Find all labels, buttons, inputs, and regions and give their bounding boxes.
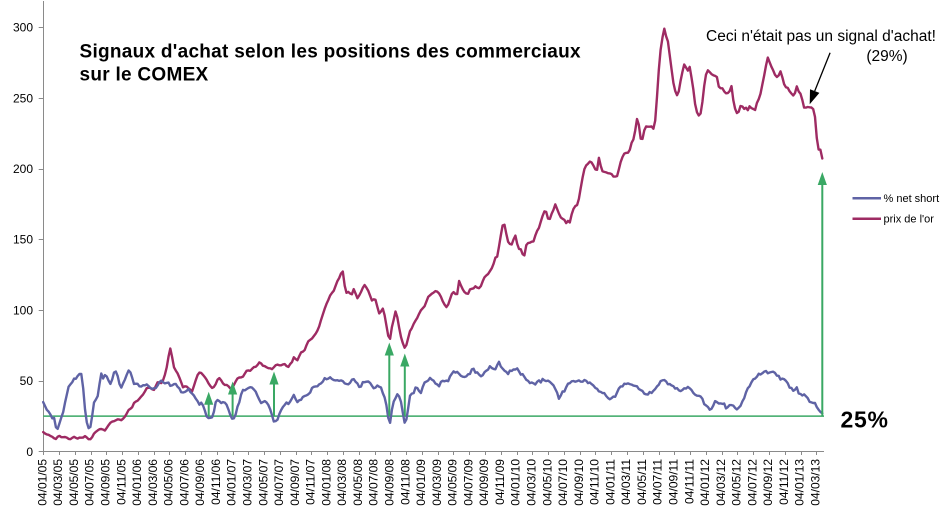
svg-text:Signaux d'achat selon les posi: Signaux d'achat selon les positions des … [80, 42, 581, 63]
svg-text:04/03/07: 04/03/07 [240, 459, 254, 506]
svg-text:04/09/06: 04/09/06 [193, 459, 207, 506]
svg-text:150: 150 [13, 233, 33, 247]
svg-text:04/05/11: 04/05/11 [635, 459, 649, 505]
svg-text:04/07/07: 04/07/07 [272, 459, 286, 506]
svg-text:04/09/10: 04/09/10 [572, 459, 586, 506]
svg-text:04/03/05: 04/03/05 [51, 459, 65, 506]
svg-text:04/11/07: 04/11/07 [304, 459, 318, 505]
svg-text:04/07/08: 04/07/08 [367, 459, 381, 506]
svg-text:04/09/05: 04/09/05 [98, 459, 112, 506]
svg-text:04/07/11: 04/07/11 [651, 459, 665, 505]
svg-text:04/11/10: 04/11/10 [588, 459, 602, 505]
svg-text:04/03/12: 04/03/12 [714, 459, 728, 506]
svg-text:04/03/06: 04/03/06 [146, 459, 160, 506]
svg-text:300: 300 [13, 21, 33, 35]
svg-text:04/03/13: 04/03/13 [808, 459, 822, 506]
svg-text:04/05/09: 04/05/09 [446, 459, 460, 506]
svg-text:50: 50 [20, 374, 34, 388]
svg-text:04/09/08: 04/09/08 [382, 459, 396, 506]
svg-text:prix de l'or: prix de l'or [884, 213, 935, 225]
svg-text:04/01/09: 04/01/09 [414, 459, 428, 506]
svg-text:04/07/10: 04/07/10 [556, 459, 570, 506]
svg-text:04/11/11: 04/11/11 [682, 459, 696, 504]
svg-text:250: 250 [13, 91, 33, 105]
svg-text:04/05/08: 04/05/08 [351, 459, 365, 506]
svg-text:100: 100 [13, 303, 33, 317]
svg-text:04/09/09: 04/09/09 [477, 459, 491, 506]
svg-text:04/09/12: 04/09/12 [761, 459, 775, 506]
svg-text:04/01/06: 04/01/06 [130, 459, 144, 506]
svg-text:04/11/09: 04/11/09 [493, 459, 507, 505]
svg-text:04/03/08: 04/03/08 [335, 459, 349, 506]
svg-text:04/07/12: 04/07/12 [745, 459, 759, 506]
svg-text:04/11/05: 04/11/05 [114, 459, 128, 505]
svg-text:Ceci n'était pas un signal d'a: Ceci n'était pas un signal d'achat! [706, 28, 936, 45]
svg-text:200: 200 [13, 162, 33, 176]
svg-text:% net short: % net short [884, 193, 940, 205]
svg-text:0: 0 [26, 445, 33, 459]
svg-text:04/01/12: 04/01/12 [698, 459, 712, 506]
svg-text:04/05/12: 04/05/12 [730, 459, 744, 506]
svg-text:sur le COMEX: sur le COMEX [80, 64, 209, 85]
svg-text:04/01/07: 04/01/07 [225, 459, 239, 506]
svg-text:04/11/12: 04/11/12 [777, 459, 791, 505]
svg-text:04/09/11: 04/09/11 [666, 459, 680, 505]
svg-text:04/03/11: 04/03/11 [619, 459, 633, 505]
svg-text:25%: 25% [841, 407, 889, 433]
svg-text:04/05/10: 04/05/10 [540, 459, 554, 506]
svg-text:04/11/06: 04/11/06 [209, 459, 223, 505]
svg-text:04/07/06: 04/07/06 [177, 459, 191, 506]
svg-text:04/05/05: 04/05/05 [67, 459, 81, 506]
svg-text:04/01/13: 04/01/13 [793, 459, 807, 506]
svg-text:(29%): (29%) [866, 48, 907, 65]
svg-text:04/01/05: 04/01/05 [35, 459, 49, 506]
svg-text:04/01/11: 04/01/11 [603, 459, 617, 505]
svg-text:04/03/10: 04/03/10 [524, 459, 538, 506]
svg-text:04/05/07: 04/05/07 [256, 459, 270, 506]
svg-text:04/01/08: 04/01/08 [319, 459, 333, 506]
svg-text:04/05/06: 04/05/06 [162, 459, 176, 506]
svg-text:04/09/07: 04/09/07 [288, 459, 302, 506]
svg-text:04/01/10: 04/01/10 [509, 459, 523, 506]
svg-text:04/07/05: 04/07/05 [83, 459, 97, 506]
svg-text:04/07/09: 04/07/09 [461, 459, 475, 506]
svg-text:04/03/09: 04/03/09 [430, 459, 444, 506]
svg-text:04/11/08: 04/11/08 [398, 459, 412, 505]
